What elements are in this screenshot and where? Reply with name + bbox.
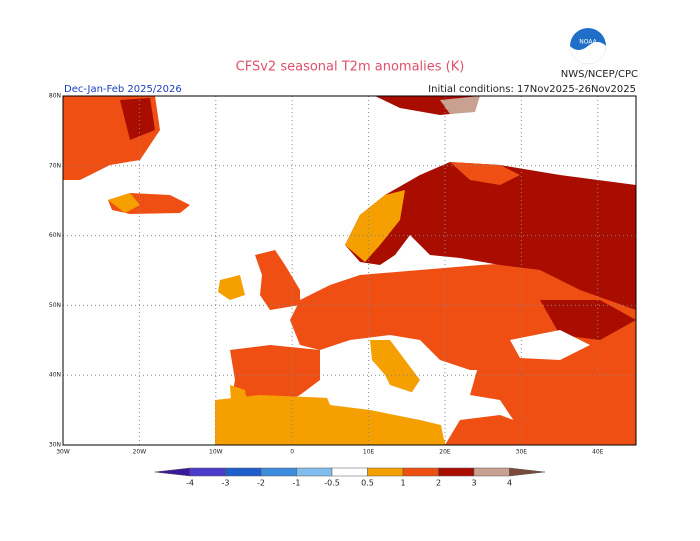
colorbar-segment bbox=[225, 467, 262, 477]
colorbar-label: -0.5 bbox=[324, 479, 340, 488]
svg-text:NOAA: NOAA bbox=[579, 39, 597, 46]
colorbar-label: 4 bbox=[507, 479, 512, 488]
lon-label: 40E bbox=[592, 449, 604, 456]
colorbar-segment bbox=[296, 467, 333, 477]
colorbar-segment bbox=[473, 467, 510, 477]
title: CFSv2 seasonal T2m anomalies (K) bbox=[236, 60, 465, 75]
graticule: 30W 20W 10W 0 10E 20E 30E 40E 80N 70N 60N 50N 40N 30N bbox=[49, 93, 636, 456]
colorbar-label: -3 bbox=[222, 479, 230, 488]
map-frame bbox=[62, 95, 637, 446]
colorbar-label: 0.5 bbox=[361, 479, 374, 488]
lon-label: 20W bbox=[133, 449, 147, 456]
colorbar-label: 3 bbox=[471, 479, 476, 488]
map bbox=[63, 96, 636, 445]
colorbar-arrow bbox=[154, 467, 191, 477]
colorbar-segment bbox=[331, 467, 368, 477]
lat-label: 40N bbox=[49, 372, 61, 379]
colorbar-label: -1 bbox=[293, 479, 301, 488]
lon-label: 10W bbox=[209, 449, 223, 456]
lat-label: 80N bbox=[49, 93, 61, 100]
colorbar-label: -4 bbox=[186, 479, 194, 488]
colorbar-label: 1 bbox=[400, 479, 405, 488]
lon-label: 10E bbox=[363, 449, 375, 456]
lon-label: 30W bbox=[56, 449, 70, 456]
colorbar-segment bbox=[260, 467, 297, 477]
lat-label: 70N bbox=[49, 162, 61, 169]
noaa-logo: NOAA bbox=[570, 28, 606, 64]
colorbar-arrow bbox=[509, 467, 546, 477]
colorbar-label: -2 bbox=[257, 479, 265, 488]
lat-label: 50N bbox=[49, 302, 61, 309]
period: Dec-Jan-Feb 2025/2026 bbox=[64, 84, 182, 95]
lat-label: 60N bbox=[49, 232, 61, 239]
colorbar-segment bbox=[189, 467, 226, 477]
lat-label: 30N bbox=[49, 442, 61, 449]
lon-label: 0 bbox=[290, 449, 294, 456]
initial-conditions: Initial conditions: 17Nov2025-26Nov2025 bbox=[428, 84, 636, 95]
agency: NWS/NCEP/CPC bbox=[561, 69, 638, 80]
lon-label: 20E bbox=[439, 449, 451, 456]
colorbar-segment bbox=[438, 467, 475, 477]
colorbar-segment bbox=[367, 467, 404, 477]
colorbar-segment bbox=[402, 467, 439, 477]
lon-label: 30E bbox=[516, 449, 528, 456]
colorbar-label: 2 bbox=[436, 479, 441, 488]
colorbar: -4 -3 -2 -1 -0.5 0.5 1 2 3 4 bbox=[154, 467, 546, 488]
